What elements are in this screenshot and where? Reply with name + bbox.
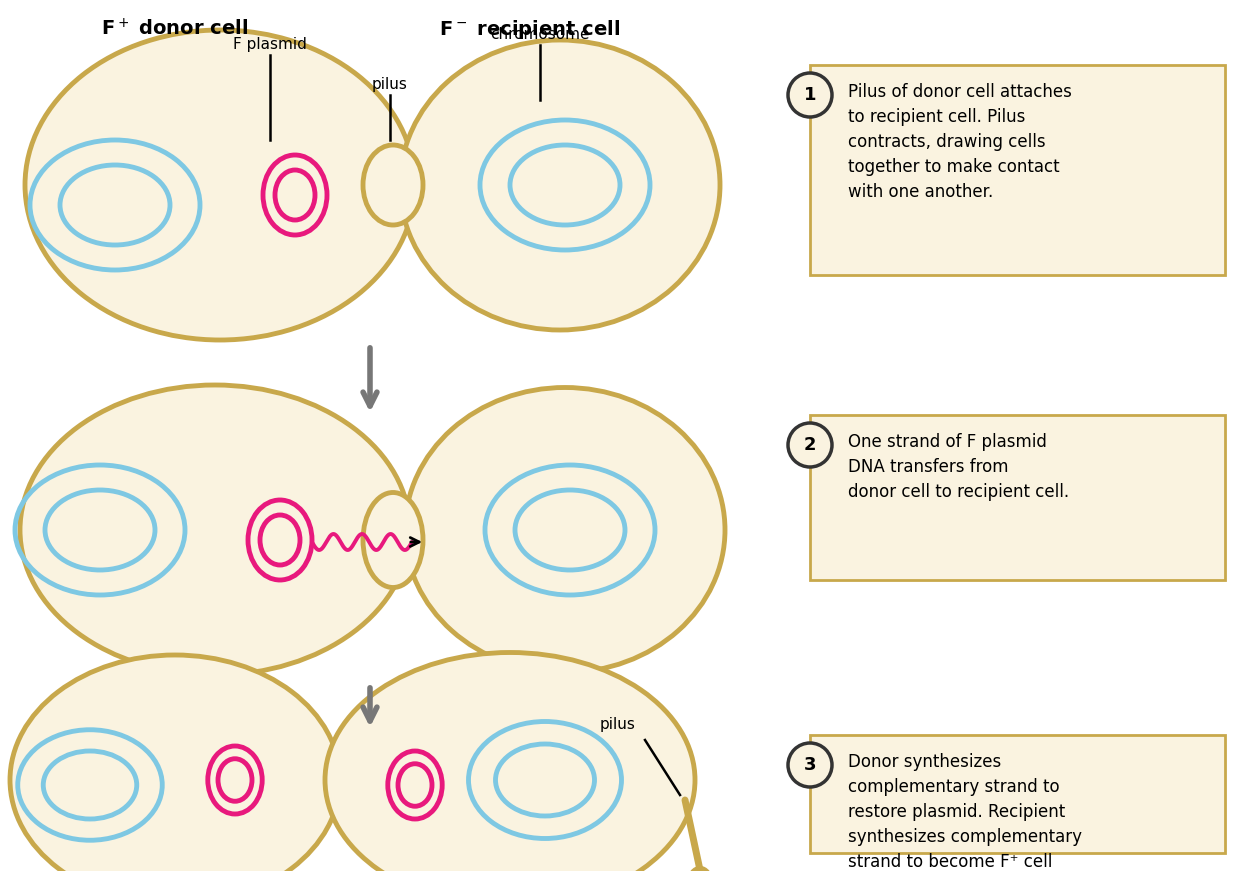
Text: F$^-$ recipient cell: F$^-$ recipient cell	[440, 18, 620, 41]
Ellipse shape	[689, 868, 711, 871]
Circle shape	[788, 73, 832, 117]
Ellipse shape	[10, 655, 340, 871]
FancyBboxPatch shape	[810, 415, 1225, 580]
Ellipse shape	[25, 30, 415, 340]
Ellipse shape	[400, 40, 720, 330]
Text: F$^+$ donor cell: F$^+$ donor cell	[101, 18, 249, 39]
FancyBboxPatch shape	[810, 735, 1225, 853]
Text: 2: 2	[804, 436, 816, 454]
Text: Donor synthesizes
complementary strand to
restore plasmid. Recipient
synthesizes: Donor synthesizes complementary strand t…	[848, 753, 1082, 871]
Ellipse shape	[325, 652, 695, 871]
Text: F plasmid: F plasmid	[232, 37, 308, 52]
Text: One strand of F plasmid
DNA transfers from
donor cell to recipient cell.: One strand of F plasmid DNA transfers fr…	[848, 433, 1069, 501]
Ellipse shape	[362, 492, 423, 588]
Ellipse shape	[405, 388, 725, 672]
Circle shape	[788, 743, 832, 787]
Text: chromosome: chromosome	[490, 27, 590, 42]
Ellipse shape	[20, 385, 410, 675]
Ellipse shape	[362, 145, 423, 225]
Text: pilus: pilus	[600, 717, 636, 732]
Text: 3: 3	[804, 756, 816, 774]
Circle shape	[788, 423, 832, 467]
Text: 1: 1	[804, 86, 816, 104]
FancyBboxPatch shape	[810, 65, 1225, 275]
Text: Pilus of donor cell attaches
to recipient cell. Pilus
contracts, drawing cells
t: Pilus of donor cell attaches to recipien…	[848, 83, 1072, 201]
Text: pilus: pilus	[372, 77, 408, 92]
